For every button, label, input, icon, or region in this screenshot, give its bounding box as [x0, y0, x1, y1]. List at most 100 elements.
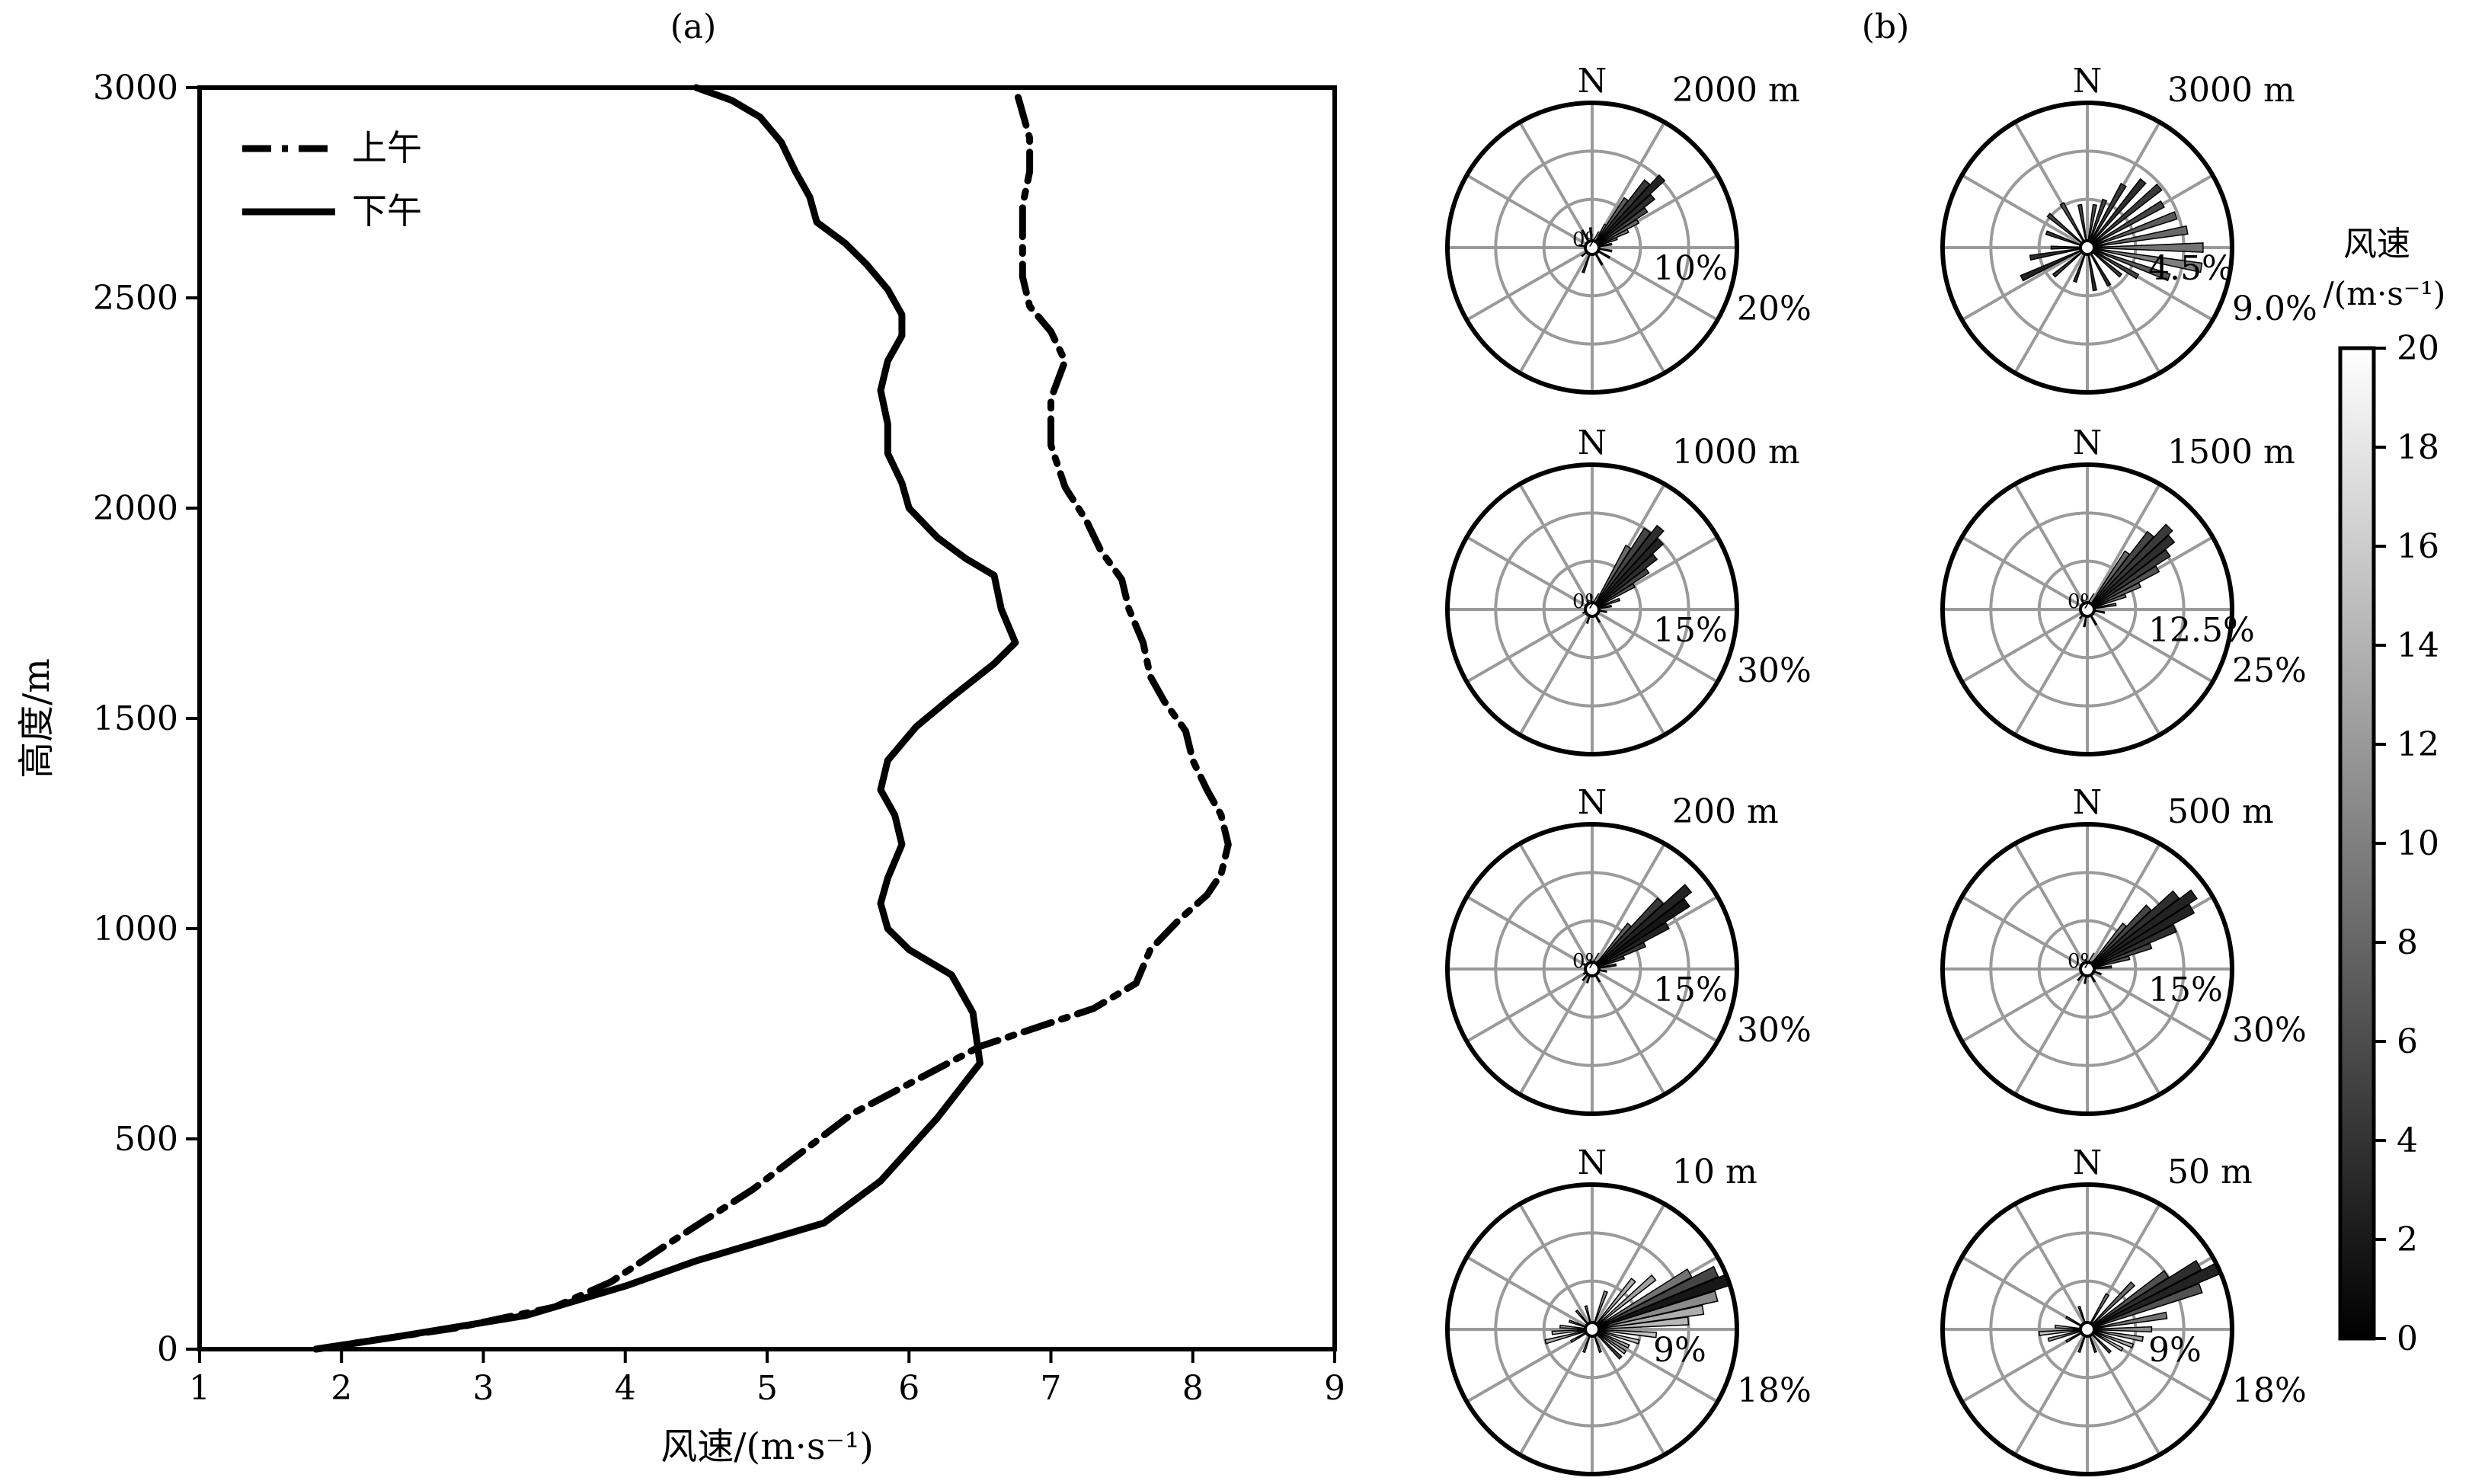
colorbar-ticks: 0 2 4 6 8 10 12 14 16 18 20 — [2374, 329, 2439, 1358]
legend: 上午 下午 — [242, 127, 422, 232]
rose-petal — [2087, 198, 2108, 248]
rose-outer-circle — [1445, 1182, 1739, 1476]
rose-petal — [2020, 247, 2088, 282]
rose-petal — [2087, 889, 2198, 970]
rose-petal — [2087, 1311, 2168, 1330]
y-axis-label: 高度/m — [15, 658, 58, 779]
rose-outer-ring-label: 25% — [2232, 651, 2307, 690]
rose-ring — [1989, 511, 2186, 708]
wind-rose-10m: N 10 m 9% 18% — [1445, 1143, 1812, 1476]
colorbar-tick-label: 18 — [2397, 428, 2439, 467]
rose-petal — [2087, 247, 2112, 287]
rose-ring — [1542, 559, 1642, 660]
rose-spoke — [1518, 121, 1594, 248]
y-axis-ticks: 0 500 1000 1500 2000 2500 3000 — [93, 69, 200, 1369]
rose-spoke — [1466, 967, 1594, 1043]
rose-petal — [2087, 247, 2140, 280]
rose-center — [2079, 1321, 2096, 1338]
rose-petal — [1591, 1274, 1657, 1330]
rose-petal — [1591, 1278, 1636, 1330]
rose-outer-ring-label: 9.0% — [2232, 289, 2317, 328]
colorbar-title-line2: /(m·s⁻¹) — [2323, 275, 2446, 312]
colorbar-tick-label: 4 — [2397, 1121, 2418, 1160]
rose-petal — [1544, 1329, 1593, 1345]
rose-petal — [2087, 200, 2165, 248]
x-tick-label: 7 — [1041, 1369, 1062, 1408]
rose-petal — [2029, 247, 2088, 261]
rose-spoke — [1961, 608, 2088, 683]
rose-inner-ring-label: 10% — [1653, 249, 1728, 288]
rose-spoke — [1961, 174, 2088, 249]
wind-rose-1000m: N 1000 m 0% 15%30% — [1445, 424, 1812, 756]
rose-petal — [1591, 1329, 1627, 1355]
series-line-afternoon — [312, 84, 1019, 1353]
rose-spoke — [1961, 967, 2088, 1043]
rose-petal — [2087, 247, 2171, 282]
rose-north-label: N — [1578, 1143, 1607, 1182]
rose-spoke — [1466, 895, 1594, 971]
rose-petal — [2059, 202, 2088, 248]
rose-petal — [2087, 1293, 2110, 1330]
rose-petal — [2087, 203, 2097, 248]
rose-spoke — [2087, 608, 2214, 683]
panel-a-label: (a) — [670, 8, 717, 46]
rose-spoke — [1518, 1203, 1594, 1331]
rose-spoke — [2013, 1328, 2089, 1456]
rose-petal — [2087, 534, 2176, 610]
rose-ring — [1494, 149, 1690, 346]
rose-outer-ring-label: 18% — [1737, 1371, 1812, 1410]
x-tick-label: 1 — [189, 1369, 210, 1408]
rose-center — [1584, 239, 1601, 256]
wind-rose-200m: N 200 m 0% 15%30% — [1445, 783, 1812, 1116]
wind-rose-500m: N 500 m 0% 15%30% — [1940, 783, 2307, 1116]
rose-spoke — [1466, 608, 1594, 683]
rose-center-label: 0% — [1572, 229, 1604, 251]
rose-spoke — [1591, 843, 1666, 971]
x-tick-label: 3 — [473, 1369, 494, 1408]
rose-inner-ring-label: 4.5% — [2148, 249, 2234, 288]
rose-inner-ring-label: 12.5% — [2148, 611, 2255, 650]
y-tick-label: 2500 — [93, 279, 178, 318]
rose-petal — [2087, 593, 2127, 610]
colorbar-tick-label: 10 — [2397, 824, 2439, 863]
rose-spoke — [2086, 843, 2161, 971]
rose-height-label: 10 m — [1672, 1153, 1757, 1191]
wind-rose-50m: N 50 m 9% 18% — [1940, 1143, 2307, 1476]
rose-petal — [1591, 1329, 1623, 1360]
rose-center — [1584, 961, 1601, 977]
rose-outer-circle — [1940, 1182, 2234, 1476]
rose-height-label: 1000 m — [1672, 433, 1800, 472]
rose-petal — [1591, 955, 1626, 970]
rose-spoke — [1518, 967, 1594, 1095]
rose-petal — [2047, 1329, 2088, 1342]
rose-spoke — [2086, 608, 2161, 736]
y-tick-label: 2000 — [93, 489, 178, 528]
y-tick-label: 1500 — [93, 699, 178, 738]
rose-ring — [1542, 919, 1642, 1019]
x-tick-label: 6 — [898, 1369, 919, 1408]
y-tick-label: 3000 — [93, 69, 178, 107]
rose-outer-circle — [1445, 462, 1739, 756]
legend-label-morning: 上午 — [352, 127, 422, 168]
rose-petal — [1591, 1329, 1630, 1349]
rose-spoke — [2013, 247, 2089, 374]
rose-petal — [1551, 1329, 1593, 1335]
rose-spoke — [2086, 1328, 2161, 1456]
rose-spoke — [1466, 174, 1594, 249]
rose-height-label: 500 m — [2167, 792, 2274, 831]
plot-frame — [197, 85, 1337, 1351]
colorbar-tick-label: 16 — [2397, 527, 2439, 566]
rose-spoke — [1961, 246, 2088, 321]
y-tick-label: 0 — [157, 1330, 178, 1369]
rose-ring — [1494, 1231, 1690, 1428]
rose-ring — [1494, 871, 1690, 1067]
rose-petal — [2087, 183, 2163, 248]
rose-petal — [2087, 1326, 2153, 1333]
rose-petal — [2087, 211, 2178, 248]
wind-rose-3000m: N 3000 m 4.5%9.0% — [1940, 62, 2317, 395]
rose-north-label: N — [1578, 62, 1607, 101]
rose-spoke — [2086, 967, 2161, 1095]
rose-petal — [2073, 247, 2088, 283]
rose-inner-ring-label: 9% — [2148, 1331, 2202, 1370]
